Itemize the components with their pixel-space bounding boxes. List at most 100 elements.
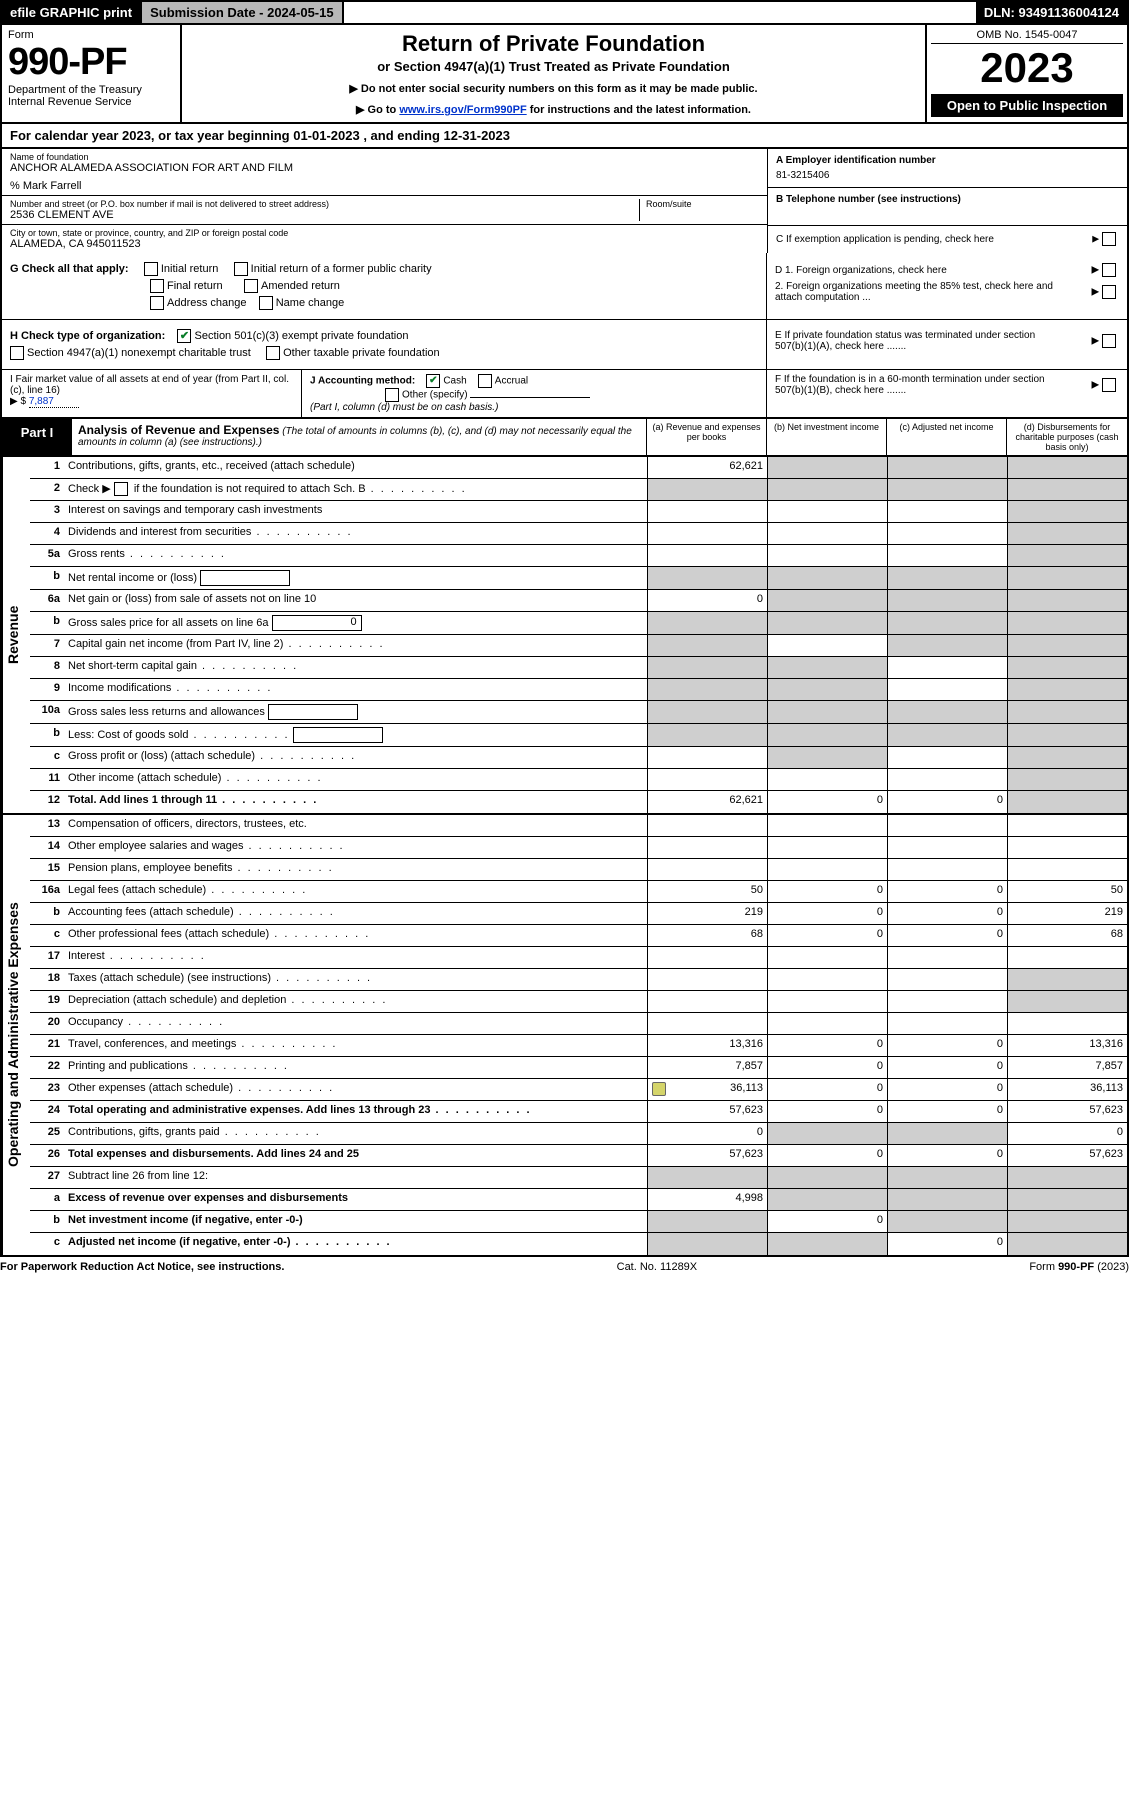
row-15: 15Pension plans, employee benefits	[30, 859, 1127, 881]
attachment-icon[interactable]	[652, 1082, 666, 1096]
room-label: Room/suite	[646, 199, 759, 209]
form-title-block: Return of Private Foundation or Section …	[182, 25, 927, 122]
foundation-name: ANCHOR ALAMEDA ASSOCIATION FOR ART AND F…	[10, 162, 759, 174]
j-note: (Part I, column (d) must be on cash basi…	[310, 402, 498, 413]
part1-label: Part I	[2, 419, 72, 455]
initial-former-checkbox[interactable]	[234, 262, 248, 276]
row-10c: cGross profit or (loss) (attach schedule…	[30, 747, 1127, 769]
other-method-checkbox[interactable]	[385, 388, 399, 402]
initial-former-label: Initial return of a former public charit…	[251, 263, 432, 275]
revenue-side-label: Revenue	[2, 457, 30, 813]
footer-right: Form 990-PF (2023)	[1029, 1261, 1129, 1273]
ssn-note: ▶ Do not enter social security numbers o…	[188, 82, 919, 95]
4947a1-checkbox[interactable]	[10, 346, 24, 360]
initial-return-checkbox[interactable]	[144, 262, 158, 276]
cash-label: Cash	[443, 376, 466, 387]
section-i-j-f: I Fair market value of all assets at end…	[0, 370, 1129, 419]
row-26: 26Total expenses and disbursements. Add …	[30, 1145, 1127, 1167]
row-8: 8Net short-term capital gain	[30, 657, 1127, 679]
501c3-checkbox[interactable]	[177, 329, 191, 343]
row-18: 18Taxes (attach schedule) (see instructi…	[30, 969, 1127, 991]
footer-mid: Cat. No. 11289X	[617, 1261, 698, 1273]
row-19: 19Depreciation (attach schedule) and dep…	[30, 991, 1127, 1013]
part1-title: Analysis of Revenue and Expenses	[78, 423, 279, 437]
form-header: Form 990-PF Department of the Treasury I…	[0, 25, 1129, 124]
other-taxable-label: Other taxable private foundation	[283, 347, 440, 359]
expenses-side-label: Operating and Administrative Expenses	[2, 815, 30, 1255]
row-4: 4Dividends and interest from securities	[30, 523, 1127, 545]
row-6b: bGross sales price for all assets on lin…	[30, 612, 1127, 635]
name-change-label: Name change	[276, 297, 345, 309]
row-12: 12Total. Add lines 1 through 1162,62100	[30, 791, 1127, 813]
section-g-d: G Check all that apply: Initial return I…	[0, 253, 1129, 320]
form-id-block: Form 990-PF Department of the Treasury I…	[2, 25, 182, 122]
d1-label: D 1. Foreign organizations, check here	[775, 265, 947, 276]
submission-date: Submission Date - 2024-05-15	[142, 2, 344, 23]
e-checkbox[interactable]	[1102, 334, 1116, 348]
501c3-label: Section 501(c)(3) exempt private foundat…	[194, 330, 408, 342]
e-label: E If private foundation status was termi…	[775, 330, 1055, 352]
irs-label: Internal Revenue Service	[8, 96, 174, 108]
part1-header: Part I Analysis of Revenue and Expenses …	[0, 419, 1129, 457]
other-method-label: Other (specify)	[402, 390, 468, 401]
addr-label: Number and street (or P.O. box number if…	[10, 199, 639, 209]
street-address: 2536 CLEMENT AVE	[10, 209, 639, 221]
expenses-section: Operating and Administrative Expenses 13…	[0, 815, 1129, 1257]
revenue-section: Revenue 1Contributions, gifts, grants, e…	[0, 457, 1129, 815]
amended-return-checkbox[interactable]	[244, 279, 258, 293]
accrual-checkbox[interactable]	[478, 374, 492, 388]
row-27c: cAdjusted net income (if negative, enter…	[30, 1233, 1127, 1255]
goto-note: ▶ Go to www.irs.gov/Form990PF for instru…	[188, 103, 919, 116]
g-label: G Check all that apply:	[10, 263, 129, 275]
row-16b: bAccounting fees (attach schedule)219002…	[30, 903, 1127, 925]
city-state-zip: ALAMEDA, CA 945011523	[10, 238, 759, 250]
d1-checkbox[interactable]	[1102, 263, 1116, 277]
row-13: 13Compensation of officers, directors, t…	[30, 815, 1127, 837]
page-footer: For Paperwork Reduction Act Notice, see …	[0, 1257, 1129, 1277]
row-6a: 6aNet gain or (loss) from sale of assets…	[30, 590, 1127, 612]
row-16c: cOther professional fees (attach schedul…	[30, 925, 1127, 947]
row-11: 11Other income (attach schedule)	[30, 769, 1127, 791]
row-10a: 10aGross sales less returns and allowanc…	[30, 701, 1127, 724]
top-bar: efile GRAPHIC print Submission Date - 20…	[0, 0, 1129, 25]
row-7: 7Capital gain net income (from Part IV, …	[30, 635, 1127, 657]
irs-link[interactable]: www.irs.gov/Form990PF	[399, 104, 526, 116]
year-block: OMB No. 1545-0047 2023 Open to Public In…	[927, 25, 1127, 122]
j-label: J Accounting method:	[310, 376, 415, 387]
row-2: 2Check ▶ if the foundation is not requir…	[30, 479, 1127, 501]
h-label: H Check type of organization:	[10, 330, 165, 342]
row-27: 27Subtract line 26 from line 12:	[30, 1167, 1127, 1189]
dept-label: Department of the Treasury	[8, 84, 174, 96]
amended-return-label: Amended return	[261, 280, 340, 292]
ein-value: 81-3215406	[776, 170, 1119, 181]
footer-left: For Paperwork Reduction Act Notice, see …	[0, 1261, 284, 1273]
row-20: 20Occupancy	[30, 1013, 1127, 1035]
f-checkbox[interactable]	[1102, 378, 1116, 392]
i-arrow: ▶ $	[10, 396, 26, 407]
4947a1-label: Section 4947(a)(1) nonexempt charitable …	[27, 347, 251, 359]
goto-post: for instructions and the latest informat…	[530, 104, 751, 116]
cash-checkbox[interactable]	[426, 374, 440, 388]
form-word: Form	[8, 29, 174, 41]
other-taxable-checkbox[interactable]	[266, 346, 280, 360]
schb-checkbox[interactable]	[114, 482, 128, 496]
d2-checkbox[interactable]	[1102, 285, 1116, 299]
row-24: 24Total operating and administrative exp…	[30, 1101, 1127, 1123]
row-27a: aExcess of revenue over expenses and dis…	[30, 1189, 1127, 1211]
row-27b: bNet investment income (if negative, ent…	[30, 1211, 1127, 1233]
final-return-checkbox[interactable]	[150, 279, 164, 293]
row-3: 3Interest on savings and temporary cash …	[30, 501, 1127, 523]
final-return-label: Final return	[167, 280, 223, 292]
exemption-pending-checkbox[interactable]	[1102, 232, 1116, 246]
section-h-e: H Check type of organization: Section 50…	[0, 320, 1129, 370]
row-5b: bNet rental income or (loss)	[30, 567, 1127, 590]
form-number: 990-PF	[8, 41, 174, 84]
address-change-checkbox[interactable]	[150, 296, 164, 310]
care-of: % Mark Farrell	[10, 180, 759, 192]
form-title: Return of Private Foundation	[188, 31, 919, 57]
efile-label[interactable]: efile GRAPHIC print	[2, 2, 142, 23]
row-9: 9Income modifications	[30, 679, 1127, 701]
row-22: 22Printing and publications7,857007,857	[30, 1057, 1127, 1079]
name-change-checkbox[interactable]	[259, 296, 273, 310]
phone-label: B Telephone number (see instructions)	[776, 194, 1119, 205]
